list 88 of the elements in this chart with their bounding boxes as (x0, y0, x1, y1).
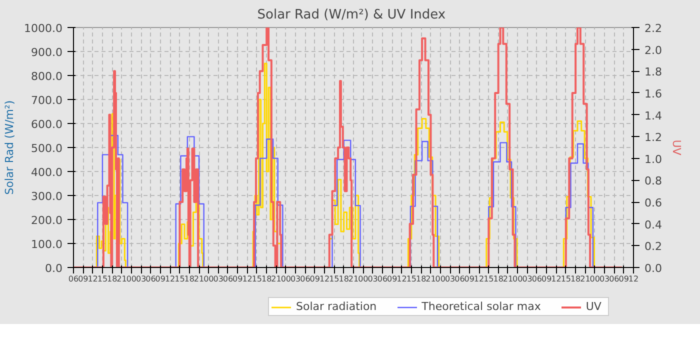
y-tick-label: 400.0 (31, 166, 63, 179)
x-tick-label: 03 (522, 274, 532, 284)
x-tick-label: 15 (252, 274, 262, 284)
y2-tick-label: 1.2 (644, 131, 662, 144)
y-axis-title: Solar Rad (W/m²) (3, 100, 16, 195)
x-tick-label: 15 (174, 274, 185, 284)
x-tick-label: 03 (599, 274, 610, 284)
x-tick-label: 09 (464, 274, 474, 284)
x-tick-label: 03 (368, 274, 378, 284)
legend-label: UV (586, 300, 602, 313)
x-tick-label: 06 (146, 274, 156, 284)
x-tick-label: 21 (116, 274, 127, 284)
x-tick-label: 09 (542, 274, 552, 284)
y2-tick-label: 1.6 (644, 87, 662, 100)
y2-tick-label: 0.8 (644, 174, 662, 188)
x-tick-label: 00 (512, 274, 523, 284)
x-tick-label: 12 (551, 274, 562, 284)
y2-tick-label: 1.8 (644, 66, 662, 79)
y2-tick-label: 0.6 (644, 196, 662, 210)
x-tick-label: 21 (348, 274, 359, 284)
y-tick-label: 700.0 (31, 94, 63, 107)
x-tick-label: 21 (426, 274, 436, 284)
y2-tick-label: 1.4 (644, 109, 662, 122)
legend-label: Theoretical solar max (422, 300, 541, 313)
y-tick-label: 800.0 (31, 70, 63, 83)
x-tick-label: 18 (262, 274, 272, 284)
x-tick-label: 18 (107, 274, 118, 284)
x-tick-label: 03 (136, 274, 146, 284)
x-tick-label: 21 (580, 274, 590, 284)
x-tick-label: 06 (68, 274, 79, 284)
x-tick-label: 18 (338, 274, 349, 284)
x-tick-label: 09 (232, 274, 243, 284)
x-tick-label: 12 (396, 274, 407, 284)
x-tick-label: 09 (78, 274, 88, 284)
x-tick-label: 12 (628, 274, 639, 284)
x-tick-label: 03 (444, 274, 456, 284)
x-tick-label: 00 (435, 274, 446, 284)
y-tick-label: 1000.0 (24, 22, 63, 35)
y-tick-label: 300.0 (31, 190, 63, 203)
x-tick-label: 21 (502, 274, 514, 284)
x-tick-label: 06 (377, 274, 388, 284)
x-tick-label: 15 (484, 274, 494, 284)
y2-axis-title: UV (670, 140, 683, 156)
x-tick-label: 18 (493, 274, 504, 284)
y2-tick-label: 0.2 (644, 240, 662, 254)
y-tick-label: 100.0 (31, 238, 63, 251)
y2-tick-label: 0.4 (644, 218, 662, 232)
x-tick-label: 09 (155, 274, 166, 284)
y-tick-label: 500.0 (31, 142, 63, 155)
x-tick-label: 09 (387, 274, 398, 284)
y-tick-label: 900.0 (31, 46, 63, 59)
x-tick-label: 00 (126, 274, 137, 284)
x-tick-label: 18 (570, 274, 581, 284)
y2-tick-label: 1.0 (644, 152, 662, 166)
x-tick-label: 06 (300, 274, 310, 284)
x-tick-label: 12 (474, 274, 484, 284)
legend-label: Solar radiation (296, 300, 377, 313)
x-tick-label: 09 (618, 274, 629, 284)
x-tick-label: 12 (88, 274, 98, 284)
x-tick-label: 15 (406, 274, 417, 284)
x-tick-label: 00 (280, 274, 292, 284)
x-tick-label: 03 (290, 274, 301, 284)
x-tick-label: 00 (590, 274, 600, 284)
x-tick-label: 06 (222, 274, 234, 284)
y-tick-label: 200.0 (31, 214, 63, 227)
x-tick-label: 03 (213, 274, 224, 284)
y-tick-label: 600.0 (31, 118, 63, 131)
x-tick-label: 06 (609, 274, 620, 284)
y2-tick-label: 2.0 (644, 44, 662, 57)
x-tick-label: 09 (310, 274, 320, 284)
x-tick-label: 21 (194, 274, 204, 284)
x-tick-label: 06 (454, 274, 465, 284)
x-tick-label: 00 (204, 274, 214, 284)
x-tick-label: 15 (329, 274, 340, 284)
y-tick-label: 0.0 (45, 262, 63, 275)
x-tick-label: 15 (560, 274, 572, 284)
x-tick-label: 12 (242, 274, 252, 284)
y2-tick-label: 0.0 (644, 262, 662, 275)
x-tick-label: 15 (97, 274, 108, 284)
chart-title: Solar Rad (W/m²) & UV Index (257, 8, 446, 22)
x-tick-label: 06 (532, 274, 542, 284)
x-tick-label: 12 (319, 274, 330, 284)
x-tick-label: 18 (184, 274, 194, 284)
x-tick-label: 00 (358, 274, 368, 284)
x-tick-label: 18 (416, 274, 426, 284)
x-tick-label: 21 (271, 274, 282, 284)
x-tick-label: 12 (164, 274, 176, 284)
y2-tick-label: 2.2 (644, 22, 662, 35)
